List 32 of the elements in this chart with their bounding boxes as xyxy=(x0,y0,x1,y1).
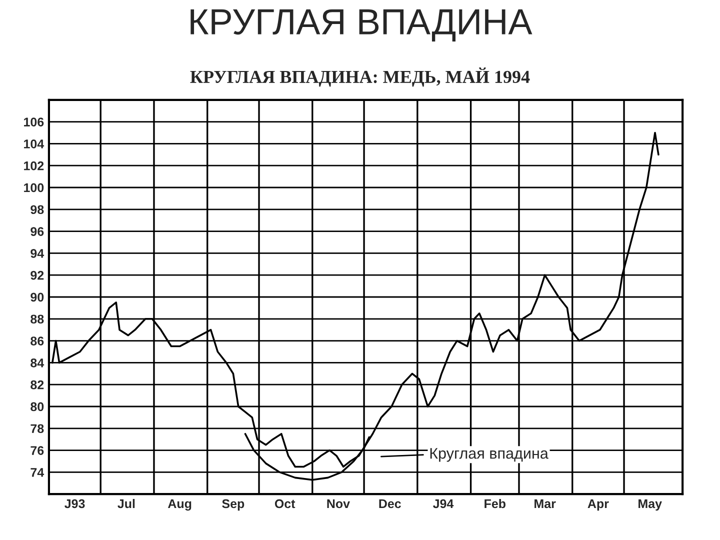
y-tick-label: 96 xyxy=(30,227,44,236)
x-tick-label: Oct xyxy=(274,499,296,508)
y-tick-label: 88 xyxy=(30,314,44,324)
x-tick-label: J94 xyxy=(433,499,454,508)
y-tick-label: 76 xyxy=(30,446,44,455)
x-tick-label: Apr xyxy=(588,499,609,511)
y-tick-label: 86 xyxy=(30,336,44,346)
x-tick-label: Mar xyxy=(534,499,556,508)
x-tick-label: May xyxy=(638,499,662,511)
x-tick-label: Aug xyxy=(168,499,192,511)
x-tick-label: Nov xyxy=(327,499,350,508)
y-tick-label: 100 xyxy=(24,183,44,192)
y-tick-label: 98 xyxy=(30,205,44,214)
y-tick-label: 84 xyxy=(30,358,44,368)
chart-title: КРУГЛАЯ ВПАДИНА xyxy=(190,9,532,42)
y-tick-label: 82 xyxy=(30,380,44,390)
y-tick-label: 80 xyxy=(30,402,44,412)
x-tick-label: Feb xyxy=(484,498,506,508)
y-tick-label: 106 xyxy=(24,118,44,126)
annotation: Круглая впадина xyxy=(430,448,548,462)
chart-subtitle: КРУГЛАЯ ВПАДИНА: МЕДЬ, МАЙ 1994 xyxy=(190,68,530,87)
y-tick-label: 74 xyxy=(30,468,44,477)
y-tick-label: 104 xyxy=(24,140,44,148)
y-tick-label: 90 xyxy=(30,292,44,302)
x-tick-label: Jul xyxy=(118,498,135,508)
y-tick-label: 102 xyxy=(24,161,44,170)
y-tick-label: 92 xyxy=(30,270,44,280)
y-tick-label: 94 xyxy=(30,249,44,258)
x-tick-label: Sep xyxy=(222,499,244,511)
x-tick-label: Dec xyxy=(379,499,401,508)
x-tick-label: J93 xyxy=(64,499,85,508)
y-tick-label: 78 xyxy=(30,424,44,434)
